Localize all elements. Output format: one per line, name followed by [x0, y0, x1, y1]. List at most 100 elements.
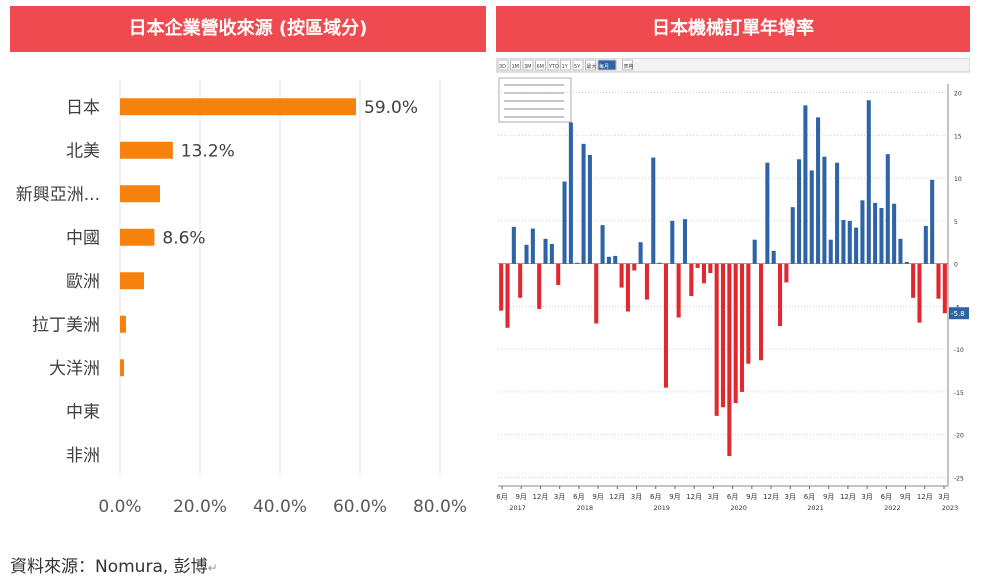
- negative-bar: [644, 263, 649, 300]
- y-tick-label: -25: [954, 475, 964, 482]
- toolbar-button[interactable]: 5Y: [572, 59, 584, 71]
- x-year-label: 2020: [730, 504, 747, 512]
- positive-bar: [511, 226, 516, 264]
- x-month-label: 12月: [917, 493, 933, 501]
- last-value-tag: [949, 307, 969, 320]
- positive-bar: [765, 162, 770, 264]
- toolbar-button[interactable]: 1M: [510, 59, 521, 71]
- right-chart-title: 日本機械訂單年增率: [496, 6, 970, 52]
- x-year-label: 2021: [807, 504, 824, 512]
- positive-bar: [866, 100, 871, 264]
- x-month-label: 3月: [708, 493, 719, 501]
- y-tick-label: 5: [954, 219, 958, 226]
- x-month-label: 9月: [900, 493, 911, 501]
- x-tick-label: 80.0%: [413, 497, 467, 517]
- bar: [120, 141, 173, 159]
- toolbar-button-label: 6M: [537, 64, 545, 70]
- bar: [120, 315, 126, 333]
- return-mark-icon: ↵: [207, 561, 218, 575]
- positive-bar: [803, 105, 808, 264]
- positive-bar: [771, 250, 776, 264]
- revenue-by-region-chart: 0.0% 20.0% 40.0% 60.0% 80.0% 日本 59.0% 北美 13.2% 新興…: [16, 80, 467, 517]
- x-year-label: 2019: [653, 504, 670, 512]
- negative-bar: [676, 263, 681, 318]
- negative-bar: [556, 263, 561, 285]
- toolbar-button[interactable]: 3D: [497, 59, 509, 71]
- x-month-label: 3月: [785, 493, 796, 501]
- positive-bar: [568, 122, 573, 264]
- category-label: 中東: [66, 402, 100, 422]
- negative-bar: [505, 263, 510, 328]
- x-year-label: 2022: [884, 504, 901, 512]
- negative-bar: [632, 263, 637, 271]
- x-month-label: 3月: [861, 493, 872, 501]
- positive-bar: [809, 170, 814, 264]
- negative-bar: [727, 263, 732, 457]
- toolbar-button-box: [510, 59, 521, 71]
- x-month-label: 9月: [592, 493, 603, 501]
- last-value-label: -5.8: [951, 310, 965, 318]
- x-month-label: 6月: [650, 493, 661, 501]
- positive-bar: [524, 244, 529, 264]
- positive-bar: [657, 262, 662, 264]
- positive-bar: [835, 162, 840, 264]
- negative-bar: [720, 263, 726, 408]
- toolbar-button[interactable]: 表格: [622, 59, 634, 71]
- positive-bar: [530, 228, 535, 264]
- toolbar-button-label: 3M: [524, 64, 532, 70]
- x-month-label: 6月: [804, 493, 815, 501]
- machinery-orders-chart: 3D1M3M6MYTD1Y5Y最大每月表格20151050-5-10-15-20…: [496, 58, 970, 512]
- negative-bar: [499, 263, 504, 311]
- positive-bar: [879, 208, 884, 264]
- positive-bar: [873, 202, 878, 264]
- negative-bar: [663, 263, 668, 388]
- data-label: 59.0%: [364, 98, 418, 118]
- y-tick-label: 10: [954, 176, 962, 183]
- positive-bar: [930, 179, 935, 264]
- toolbar-button-label: 最大: [587, 63, 597, 70]
- y-tick-label: -20: [954, 433, 964, 440]
- positive-bar: [606, 256, 611, 264]
- x-month-label: 12月: [609, 493, 625, 501]
- positive-bar: [549, 243, 554, 264]
- toolbar-button[interactable]: 最大: [585, 59, 597, 71]
- toolbar-button[interactable]: 3M: [522, 59, 534, 71]
- positive-bar: [860, 200, 865, 264]
- x-month-label: 12月: [840, 493, 856, 501]
- category-label: 日本: [66, 98, 100, 118]
- negative-bar: [689, 263, 694, 297]
- toolbar-button-label: 3D: [499, 64, 506, 70]
- positive-bar: [816, 117, 821, 264]
- x-month-label: 12月: [686, 493, 702, 501]
- x-year-label: 2023: [942, 504, 959, 512]
- positive-bar: [828, 239, 833, 264]
- toolbar-button-label: 表格: [624, 63, 634, 70]
- toolbar-button[interactable]: 1Y: [560, 59, 571, 71]
- bar: [120, 228, 155, 246]
- toolbar-button-box: [560, 59, 571, 71]
- x-month-label: 9月: [746, 493, 757, 501]
- category-label: 歐洲: [66, 272, 100, 292]
- x-month-label: 6月: [727, 493, 738, 501]
- positive-bar: [822, 156, 827, 264]
- x-tick-label: 60.0%: [333, 497, 387, 517]
- negative-bar: [746, 263, 751, 364]
- toolbar-button-box: [547, 59, 559, 71]
- x-month-label: 12月: [532, 493, 548, 501]
- toolbar-button[interactable]: 每月: [597, 59, 617, 71]
- negative-bar: [701, 263, 707, 284]
- y-tick-label: -10: [954, 347, 964, 354]
- positive-bar: [587, 154, 592, 264]
- toolbar-button[interactable]: 6M: [535, 59, 546, 71]
- positive-bar: [613, 255, 618, 264]
- positive-bar: [841, 219, 846, 264]
- positive-bar: [885, 154, 890, 264]
- toolbar-button-box: [522, 59, 534, 71]
- toolbar-button-box: [535, 59, 546, 71]
- positive-bar: [651, 157, 656, 264]
- negative-bar: [739, 263, 745, 392]
- toolbar-button[interactable]: YTD: [547, 59, 559, 71]
- x-month-label: 3月: [938, 493, 949, 501]
- negative-bar: [733, 263, 738, 404]
- x-month-label: 6月: [496, 493, 507, 501]
